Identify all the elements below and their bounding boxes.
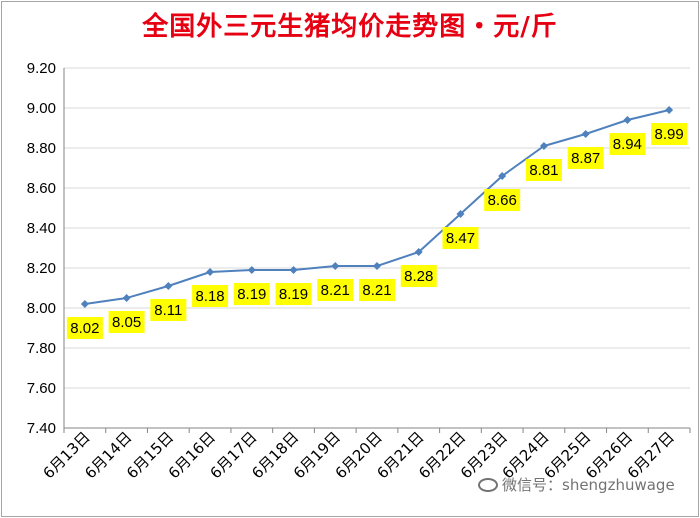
data-point [373,262,381,270]
data-label: 8.19 [279,286,308,303]
data-label-bg [192,285,229,307]
series-line [84,109,670,305]
data-label: 8.02 [70,320,99,337]
y-tick-label: 9.20 [27,60,56,77]
data-point [623,116,632,124]
data-point [414,248,423,256]
chart-title: 全国外三元生猪均价走势图・元/斤 [142,12,558,42]
wechat-icon [478,478,498,492]
data-label: 8.18 [195,288,224,305]
y-tick-label: 8.00 [27,300,56,317]
data-label-bg [651,123,688,145]
data-label: 8.94 [613,136,642,153]
data-point [665,106,674,114]
data-label-bg [233,283,270,305]
y-tick-label: 8.80 [27,140,56,157]
data-label: 8.99 [655,126,684,143]
y-tick-label: 9.00 [27,100,56,117]
data-label-bg [400,265,437,287]
data-point [289,266,298,274]
data-point [80,300,89,308]
data-label: 8.47 [446,230,475,247]
watermark: 微信号：shengzhuwage [478,474,675,495]
data-point [456,210,465,218]
data-label: 8.21 [321,282,350,299]
data-point [581,130,590,138]
data-label-bg [275,283,312,305]
y-tick-label: 8.40 [27,220,56,237]
data-label: 8.19 [237,286,266,303]
data-label-bg [66,317,103,339]
data-label: 8.66 [488,192,517,209]
data-point [331,262,340,270]
data-label: 8.05 [112,314,141,331]
data-label: 8.81 [529,162,558,179]
data-label-bg [609,133,646,155]
data-label: 8.21 [362,282,391,299]
data-point [247,266,256,274]
data-label-bg [317,279,354,301]
data-point [122,294,131,302]
data-point [164,282,173,290]
y-tick-label: 8.20 [27,260,56,277]
data-label: 8.87 [571,150,600,167]
data-point [539,142,548,150]
data-label-bg [108,311,145,333]
data-label-bg [567,147,604,169]
y-tick-label: 7.60 [27,380,56,397]
y-tick-label: 8.60 [27,180,56,197]
data-label: 8.28 [404,268,433,285]
watermark-text: 微信号：shengzhuwage [502,476,675,494]
data-point [498,172,507,180]
data-point [206,268,215,276]
data-label-bg [525,159,562,181]
data-label-bg [359,279,395,301]
data-label-bg [484,189,521,211]
y-tick-label: 7.80 [27,340,56,357]
data-label: 8.11 [154,302,182,319]
data-label-bg [442,227,479,249]
data-label-bg [150,299,187,321]
y-tick-label: 7.40 [27,420,56,437]
